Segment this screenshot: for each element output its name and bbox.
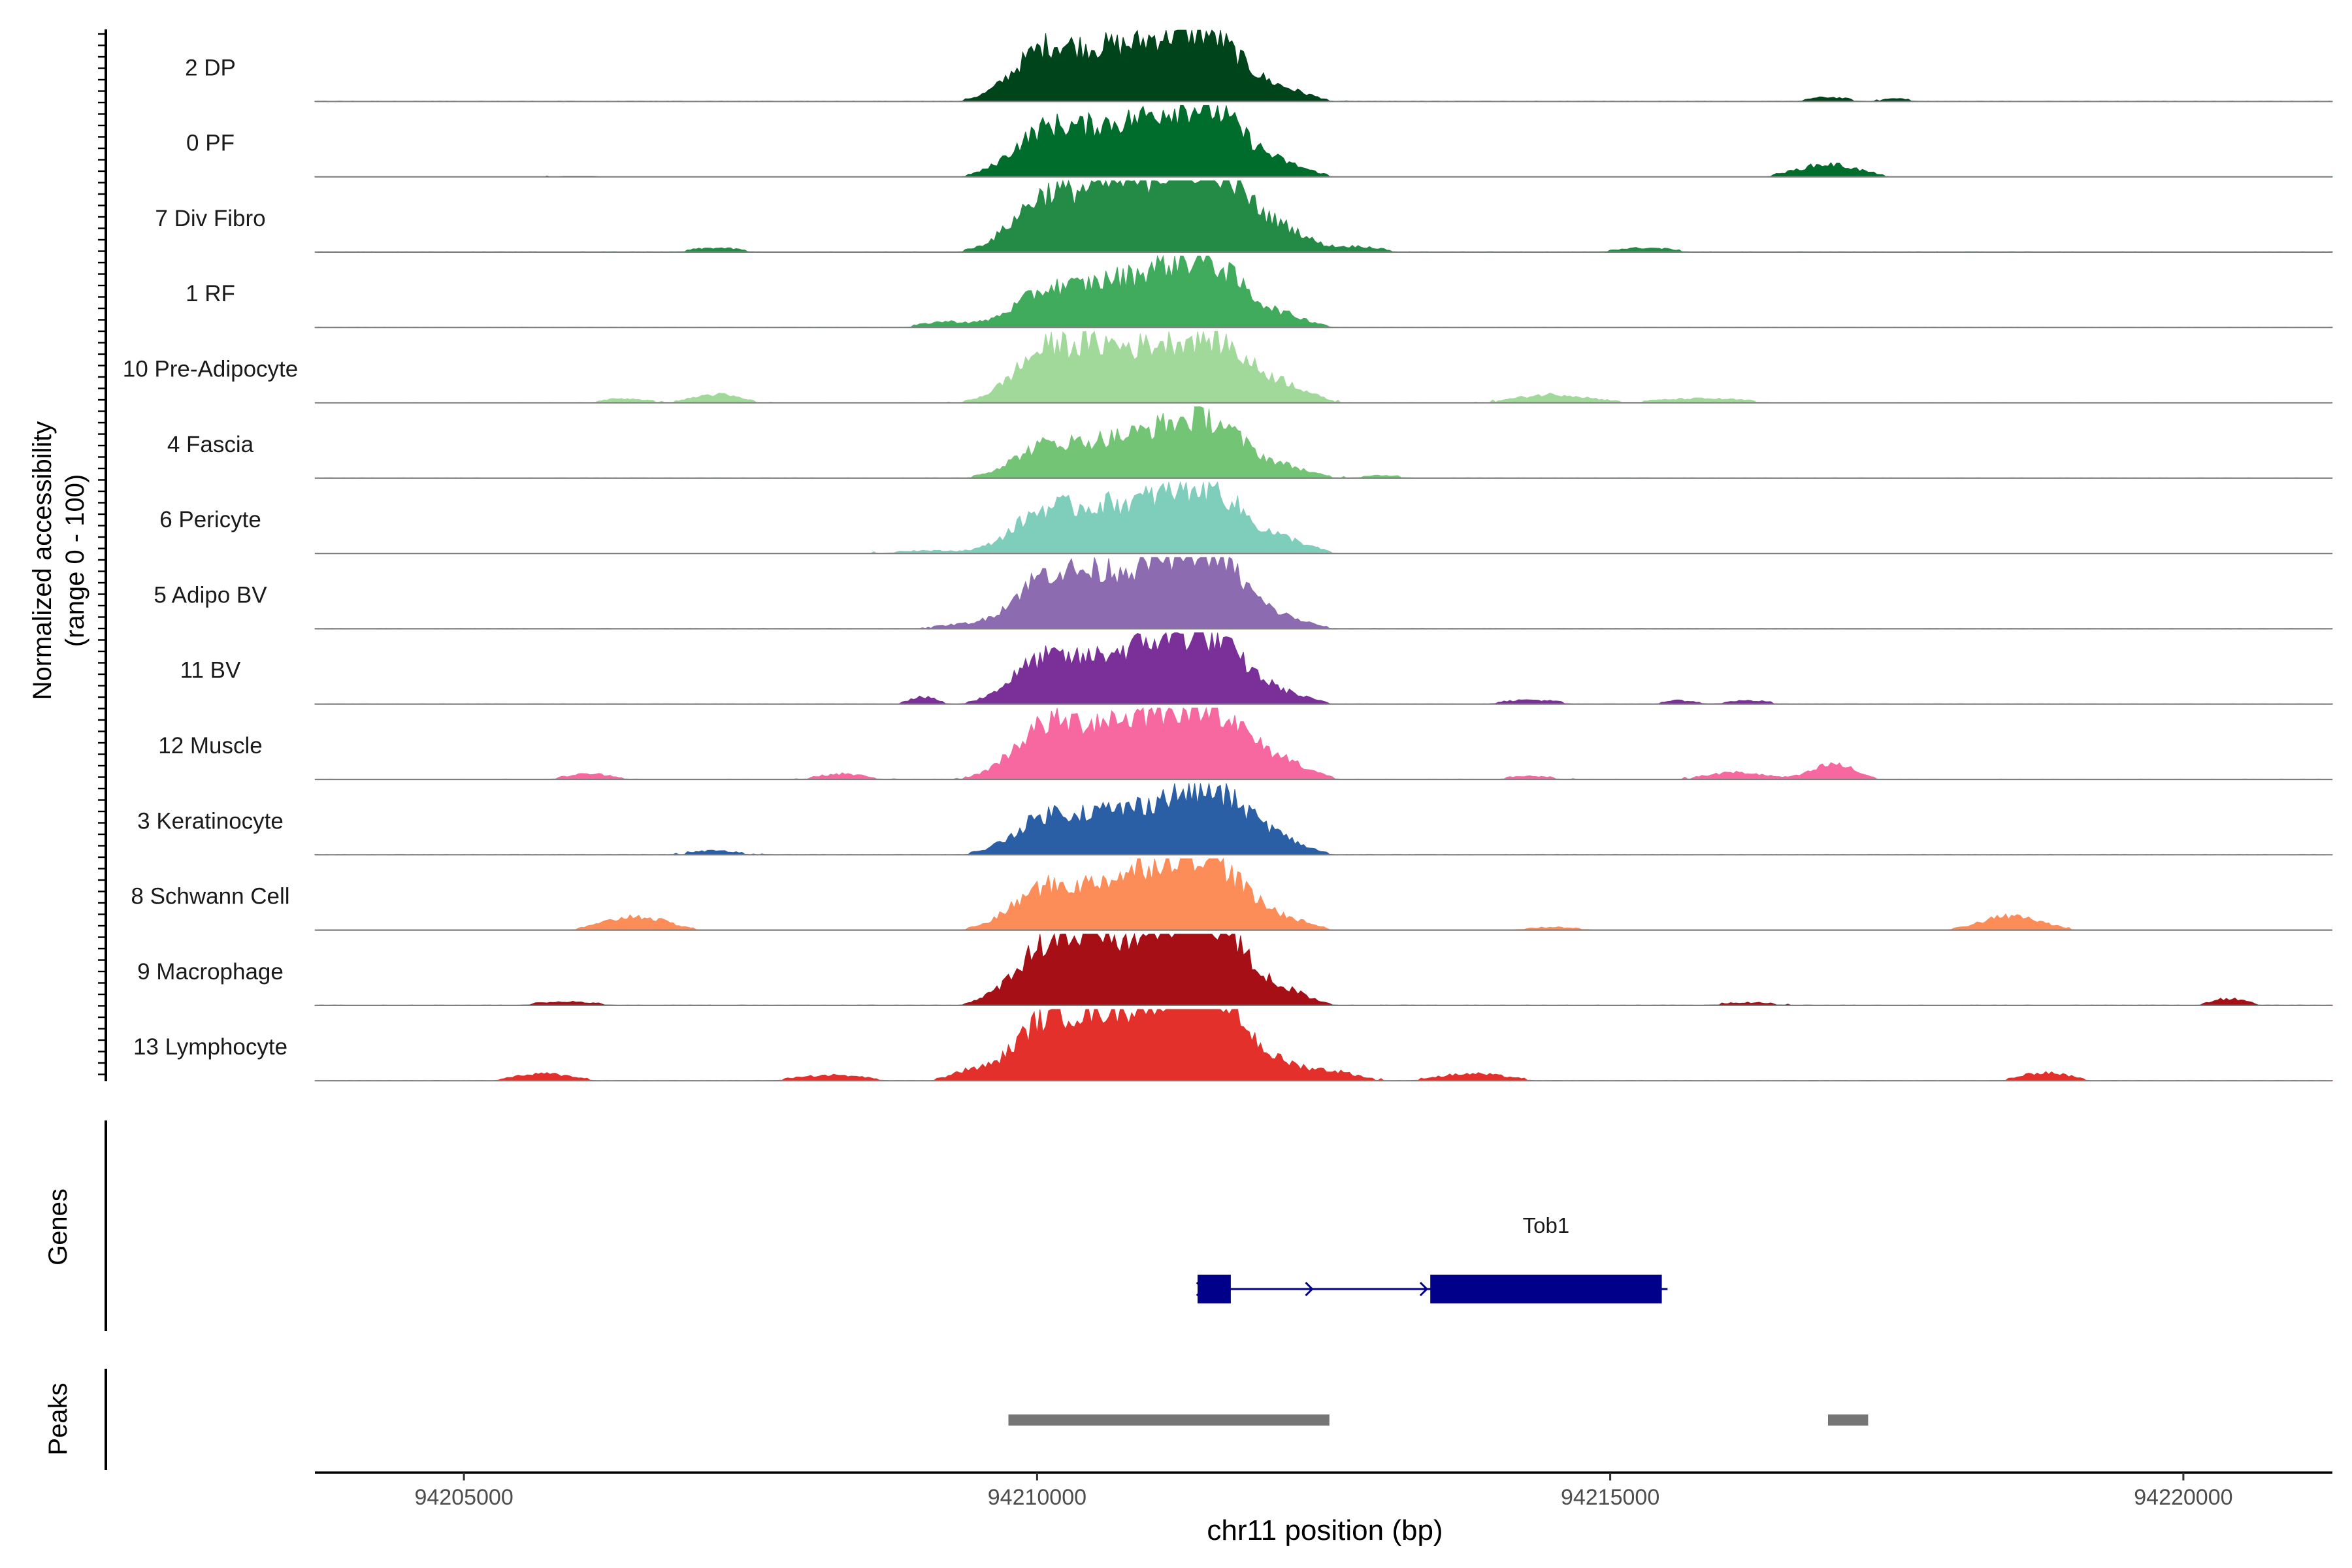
coverage-tracks <box>314 29 2333 1082</box>
track-10-pre-adipocyte <box>314 331 2333 404</box>
x-tick-label: 94210000 <box>988 1485 1086 1510</box>
coverage-area <box>314 29 2333 102</box>
gene-exon <box>1198 1275 1231 1303</box>
coverage-area <box>314 632 2333 705</box>
strand-arrow <box>1419 1281 1429 1297</box>
track-6-pericyte <box>314 481 2333 555</box>
coverage-area <box>314 331 2333 404</box>
track-8-schwann-cell <box>314 858 2333 931</box>
coverage-area <box>314 180 2333 253</box>
strand-arrow <box>1305 1281 1314 1297</box>
gene-exon <box>1430 1275 1662 1303</box>
track-12-muscle <box>314 707 2333 781</box>
coverage-area <box>314 783 2333 855</box>
track-0-pf <box>314 105 2333 178</box>
track-label: 11 BV <box>180 658 241 683</box>
track-7-div-fibro <box>314 180 2333 253</box>
track-13-lymphocyte <box>314 1009 2333 1082</box>
track-label: 12 Muscle <box>158 733 263 759</box>
track-11-bv <box>314 632 2333 705</box>
coverage-area <box>314 858 2333 931</box>
track-label: 10 Pre-Adipocyte <box>123 357 298 382</box>
y-axis-title-line2: (range 0 - 100) <box>61 474 90 647</box>
track-5-adipo-bv <box>314 557 2333 630</box>
peak-region <box>1828 1414 1869 1426</box>
genes-track-title: Genes <box>44 1188 73 1266</box>
track-1-rf <box>314 255 2333 329</box>
peak-region <box>1008 1414 1330 1426</box>
coverage-area <box>314 1009 2333 1081</box>
track-label: 5 Adipo BV <box>154 582 267 608</box>
coverage-area <box>314 105 2333 178</box>
track-label: 6 Pericyte <box>159 507 261 532</box>
left-axis-lines <box>98 29 107 1470</box>
gene-track: Tob1 <box>1196 1213 1668 1303</box>
coverage-area <box>314 406 2333 479</box>
peaks-track-title: Peaks <box>44 1382 73 1455</box>
x-axis: 94205000 94210000 94215000 94220000 <box>315 1471 2332 1510</box>
track-label: 7 Div Fibro <box>155 206 265 231</box>
track-label: 1 RF <box>186 281 235 306</box>
y-axis-title-line1: Normalized accessibility <box>28 421 57 700</box>
track-4-fascia <box>314 406 2333 479</box>
coverage-area <box>314 707 2333 780</box>
track-label: 2 DP <box>185 55 236 80</box>
x-tick-label: 94205000 <box>414 1485 513 1510</box>
track-label: 0 PF <box>186 131 235 156</box>
coverage-area <box>314 557 2333 629</box>
coverage-area <box>314 255 2333 328</box>
coverage-area <box>314 481 2333 554</box>
track-label: 13 Lymphocyte <box>133 1034 287 1060</box>
track-label: 4 Fascia <box>167 432 254 457</box>
track-2-dp <box>314 29 2333 103</box>
track-label: 8 Schwann Cell <box>131 884 289 909</box>
peak-track <box>1008 1414 1869 1426</box>
x-axis-title: chr11 position (bp) <box>1207 1514 1443 1546</box>
track-9-macrophage <box>314 933 2333 1007</box>
track-label: 3 Keratinocyte <box>137 808 284 834</box>
gene-name: Tob1 <box>1523 1213 1570 1237</box>
x-tick-label: 94215000 <box>1561 1485 1659 1510</box>
coverage-area <box>314 933 2333 1006</box>
track-3-keratinocyte <box>314 783 2333 856</box>
track-labels: 2 DP 0 PF 7 Div Fibro 1 RF 10 Pre-Adipocyte 4… <box>123 55 298 1060</box>
track-label: 9 Macrophage <box>137 959 284 985</box>
x-tick-label: 94220000 <box>2134 1485 2232 1510</box>
